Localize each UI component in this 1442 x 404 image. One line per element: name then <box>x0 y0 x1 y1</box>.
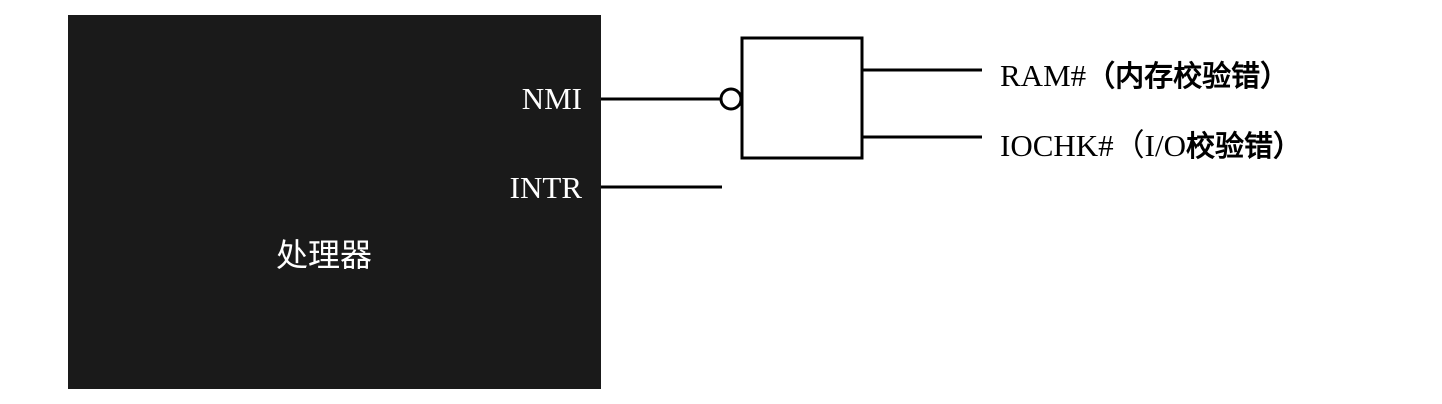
ram-signal-label: RAM#（内存校验错） <box>1000 53 1289 95</box>
iochk-signal-label: IOCHK#（I/O校验错） <box>1000 120 1302 165</box>
processor-block <box>68 15 601 389</box>
ram-signal-description: （内存校验错） <box>1086 59 1290 93</box>
processor-label: 处理器 <box>276 236 373 274</box>
logic-gate-body <box>740 36 864 160</box>
iochk-signal-description-cn: 校验错） <box>1186 129 1303 163</box>
intr-pin-label: INTR <box>509 170 582 205</box>
inversion-bubble <box>719 87 743 111</box>
ram-signal-name: RAM# <box>1000 58 1087 93</box>
nmi-pin-label: NMI <box>521 81 582 116</box>
iochk-signal-name: IOCHK# <box>1000 128 1114 163</box>
iochk-signal-description-latin: （I/O <box>1113 128 1186 163</box>
